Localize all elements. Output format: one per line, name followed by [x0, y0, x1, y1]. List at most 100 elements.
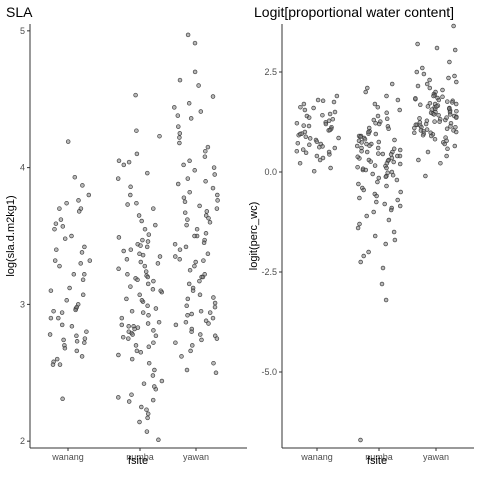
panel-sla-point-yawan: [185, 368, 189, 372]
panel-water-content-point-yawan: [445, 100, 449, 104]
panel-water-content-point-yawan: [454, 80, 458, 84]
panel-water-content-point-yawan: [426, 150, 430, 154]
panel-sla-point-yawan: [194, 260, 198, 264]
panel-water-content-point-yawan: [422, 72, 426, 76]
panel-sla-point-numba: [141, 238, 145, 242]
panel-water-content-y-tick-label: 2.5: [264, 67, 277, 77]
panel-water-content-point-numba: [395, 154, 399, 158]
panel-sla-point-numba: [139, 405, 143, 409]
panel-water-content-point-numba: [359, 135, 363, 139]
panel-water-content-point-yawan: [446, 147, 450, 151]
panel-sla-point-numba: [122, 163, 126, 167]
panel-sla-y-axis-title: log(sla.d.m2kg1): [5, 195, 17, 276]
panel-sla-point-numba: [134, 344, 138, 348]
panel-sla-point-numba: [126, 272, 130, 276]
panel-water-content-point-numba: [367, 250, 371, 254]
panel-sla-y-tick-label: 4: [20, 163, 25, 173]
panel-sla-point-wanang: [51, 363, 55, 367]
panel-water-content-point-numba: [365, 150, 369, 154]
panel-sla-point-numba: [147, 361, 151, 365]
panel-sla-point-wanang: [54, 222, 58, 226]
panel-sla-point-yawan: [178, 257, 182, 261]
panel-sla-point-numba: [151, 398, 155, 402]
panel-water-content-point-numba: [385, 166, 389, 170]
panel-water-content-point-yawan: [454, 125, 458, 129]
panel-water-content-point-wanang: [298, 132, 302, 136]
panel-water-content-point-yawan: [449, 125, 453, 129]
panel-sla-point-wanang: [56, 316, 60, 320]
panel-water-content-point-numba: [365, 214, 369, 218]
panel-water-content-point-numba: [363, 137, 367, 141]
panel-sla-point-wanang: [87, 193, 91, 197]
panel-water-content-point-yawan: [435, 105, 439, 109]
panel-water-content-point-yawan: [437, 98, 441, 102]
panel-sla-point-yawan: [215, 337, 219, 341]
panel-water-content-point-yawan: [441, 88, 445, 92]
panel-water-content-point-wanang: [308, 137, 312, 141]
panel-sla-point-numba: [145, 430, 149, 434]
panel-water-content-point-wanang: [296, 141, 300, 145]
panel-water-content-point-numba: [362, 254, 366, 258]
panel-sla-point-wanang: [75, 305, 79, 309]
panel-sla-point-wanang: [77, 210, 81, 214]
panel-sla-point-numba: [146, 240, 150, 244]
panel-sla-point-yawan: [214, 371, 218, 375]
panel-water-content-point-wanang: [312, 169, 316, 173]
panel-sla-point-yawan: [211, 186, 215, 190]
panel-sla-point-yawan: [189, 349, 193, 353]
panel-sla-point-yawan: [190, 312, 194, 316]
panel-sla-point-yawan: [183, 200, 187, 204]
panel-sla-point-yawan: [188, 268, 192, 272]
panel-sla-point-numba: [152, 385, 156, 389]
panel-sla-point-numba: [146, 304, 150, 308]
panel-sla-point-yawan: [193, 264, 197, 268]
panel-sla-point-numba: [152, 341, 156, 345]
panel-water-content-point-numba: [392, 160, 396, 164]
panel-sla-point-numba: [135, 129, 139, 133]
panel-sla-point-yawan: [208, 311, 212, 315]
panel-water-content-point-numba: [357, 139, 361, 143]
panel-sla-point-numba: [151, 207, 155, 211]
panel-sla-point-yawan: [206, 145, 210, 149]
panel-sla-point-numba: [145, 171, 149, 175]
panel-sla-point-numba: [153, 368, 157, 372]
panel-sla-point-yawan: [183, 211, 187, 215]
panel-water-content-point-wanang: [321, 113, 325, 117]
panel-water-content-point-numba: [376, 114, 380, 118]
panel-sla-point-numba: [154, 334, 158, 338]
panel-water-content-point-numba: [371, 172, 375, 176]
panel-water-content-point-numba: [396, 98, 400, 102]
panel-water-content-point-numba: [395, 178, 399, 182]
panel-water-content-point-numba: [398, 162, 402, 166]
panel-sla-point-yawan: [213, 305, 217, 309]
panel-sla-point-wanang: [59, 218, 63, 222]
panel-sla-point-numba: [117, 159, 121, 163]
panel-sla-point-yawan: [204, 319, 208, 323]
panel-sla-point-wanang: [79, 262, 83, 266]
panel-sla-point-yawan: [204, 179, 208, 183]
panel-sla-point-yawan: [211, 316, 215, 320]
panel-sla-point-numba: [151, 287, 155, 291]
panel-sla-point-numba: [158, 255, 162, 259]
panel-sla-point-yawan: [178, 78, 182, 82]
panel-water-content-point-numba: [375, 194, 379, 198]
panel-sla-point-yawan: [212, 296, 216, 300]
panel-sla-point-yawan: [199, 110, 203, 114]
panel-sla-point-yawan: [198, 333, 202, 337]
panel-sla-point-yawan: [212, 166, 216, 170]
panel-sla-point-yawan: [190, 344, 194, 348]
panel-water-content-point-numba: [389, 208, 393, 212]
panel-water-content-point-numba: [398, 108, 402, 112]
panel-water-content-point-numba: [381, 152, 385, 156]
panel-water-content-point-numba: [358, 222, 362, 226]
panel-sla-point-yawan: [182, 196, 186, 200]
panel-sla-point-numba: [116, 396, 120, 400]
panel-water-content-point-numba: [391, 173, 395, 177]
panel-sla-point-numba: [129, 185, 133, 189]
panel-sla-point-wanang: [55, 357, 59, 361]
panel-water-content-point-wanang: [328, 112, 332, 116]
panel-water-content-point-numba: [392, 147, 396, 151]
panel-sla-point-numba: [136, 278, 140, 282]
panel-sla-point-wanang: [60, 323, 64, 327]
